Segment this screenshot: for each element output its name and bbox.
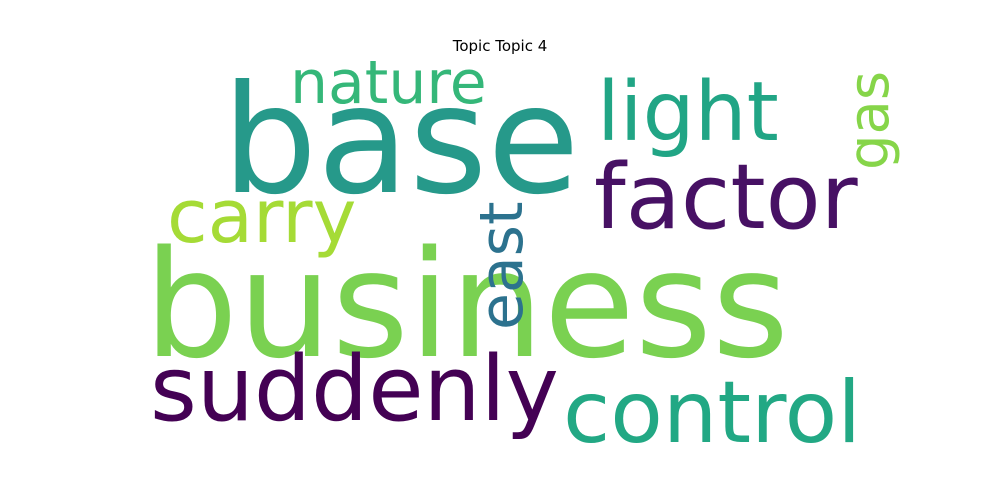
word-carry: carry — [167, 174, 356, 260]
word-base: base — [222, 54, 580, 228]
word-nature: nature — [290, 48, 487, 118]
word-control: control — [563, 363, 861, 463]
word-suddenly: suddenly — [150, 337, 559, 442]
word-east: east — [467, 202, 537, 330]
word-business: business — [144, 219, 789, 391]
word-factor: factor — [594, 145, 858, 250]
word-gas: gas — [837, 71, 902, 170]
word-light: light — [597, 65, 779, 160]
chart-title: Topic Topic 4 — [452, 37, 548, 55]
